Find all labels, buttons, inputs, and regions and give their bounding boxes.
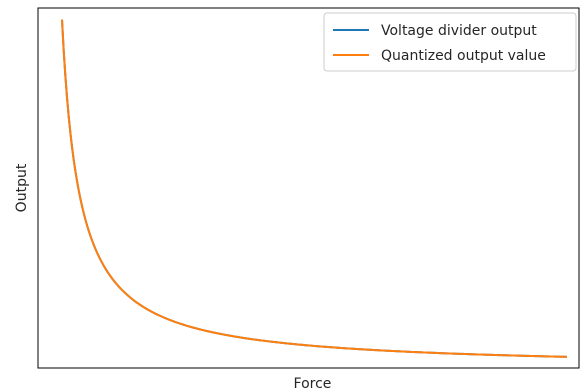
- legend-box: [323, 12, 577, 72]
- series-layer: [61, 19, 568, 358]
- legend-label-quantized-output-value: Quantized output value: [381, 48, 546, 64]
- legend-label-voltage-divider-output: Voltage divider output: [381, 23, 537, 39]
- series-line-quantized-output-value: [61, 19, 568, 358]
- y-axis-label: Output: [14, 163, 30, 212]
- legend: Voltage divider output Quantized output …: [323, 12, 577, 72]
- x-axis-label: Force: [294, 376, 332, 391]
